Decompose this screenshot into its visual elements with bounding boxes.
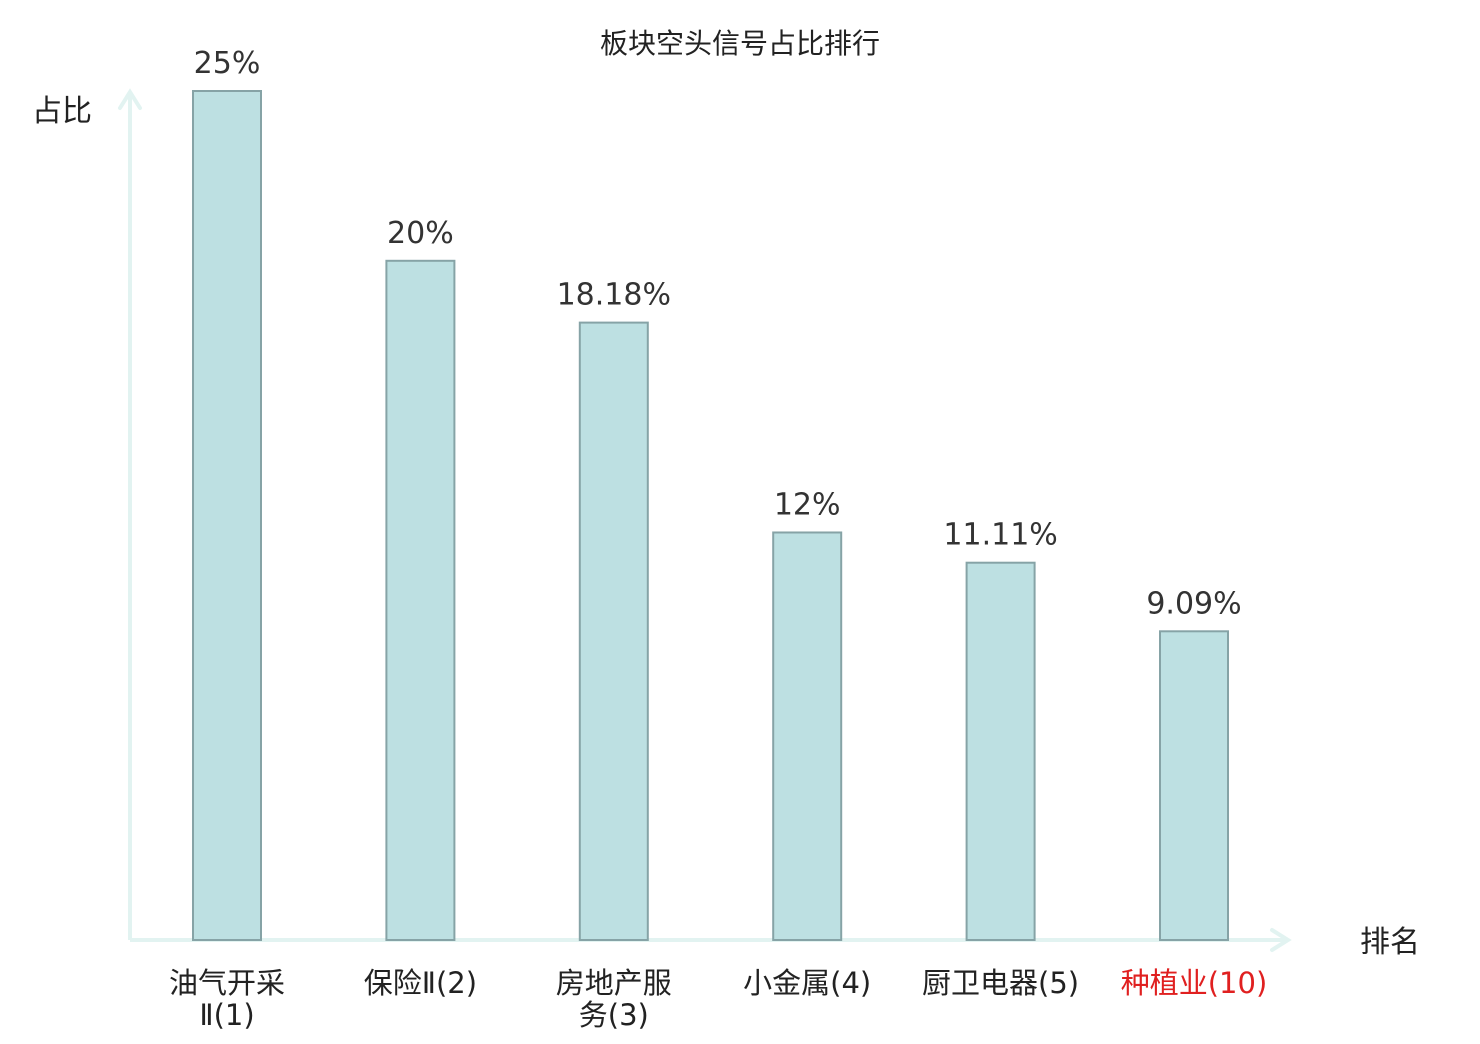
tick-label: 房地产服务(3) — [556, 966, 672, 1032]
tick-label: 小金属(4) — [743, 966, 871, 1000]
bar — [965, 561, 1036, 941]
tick-label-line: 保险Ⅱ(2) — [364, 966, 477, 1000]
data-label: 12% — [774, 487, 841, 522]
data-label: 11.11% — [943, 518, 1057, 553]
data-label: 9.09% — [1146, 586, 1241, 621]
tick-label-line: Ⅱ(1) — [199, 998, 254, 1032]
chart-title: 板块空头信号占比排行 — [600, 27, 880, 60]
x-axis-arrow-icon — [1270, 928, 1292, 952]
tick-label: 种植业(10) — [1121, 966, 1268, 1000]
bar — [192, 90, 262, 941]
tick-label: 油气开采 Ⅱ(1) — [169, 966, 285, 1032]
bars-group — [192, 90, 1229, 942]
value-labels-group: 25% 20% 18.18% 12% 11.11% 9.09% — [194, 46, 1242, 621]
tick-label-line: 房地产服 — [556, 966, 672, 1000]
bar — [578, 321, 649, 942]
y-axis-arrow-icon — [118, 88, 142, 110]
tick-label: 保险Ⅱ(2) — [364, 966, 477, 1000]
tick-label-line: 油气开采 — [169, 966, 285, 1000]
bar — [772, 531, 843, 941]
y-axis-label: 占比 — [32, 94, 92, 129]
data-label: 25% — [194, 46, 261, 81]
tick-label-line: 小金属(4) — [743, 966, 871, 1000]
tick-label: 厨卫电器(5) — [922, 966, 1079, 1000]
axes — [118, 88, 1292, 952]
bar — [1159, 630, 1229, 941]
tick-label-line: 种植业(10) — [1121, 966, 1268, 1000]
bar — [385, 259, 456, 941]
category-labels-group: 油气开采 Ⅱ(1) 保险Ⅱ(2) 房地产服务(3) 小金属(4) 厨卫电器(5) 种植业(1… — [169, 966, 1267, 1032]
data-label: 20% — [387, 216, 454, 251]
x-axis-label: 排名 — [1360, 925, 1420, 960]
data-label: 18.18% — [557, 278, 671, 313]
tick-label-line: 厨卫电器(5) — [922, 966, 1079, 1000]
tick-label-line: 务(3) — [579, 998, 649, 1032]
